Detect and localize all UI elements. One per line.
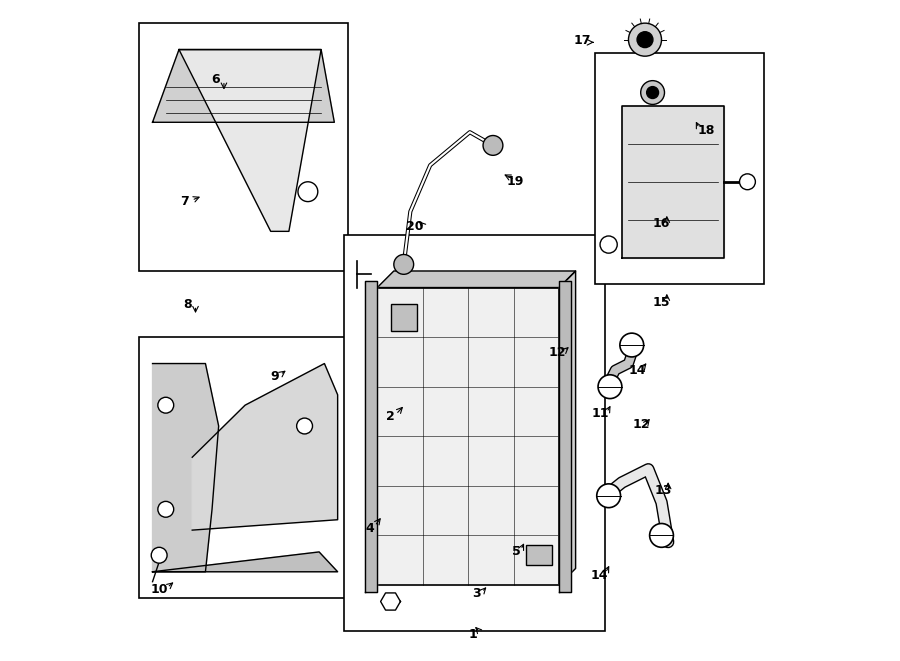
Circle shape bbox=[637, 32, 652, 48]
Text: 17: 17 bbox=[573, 34, 591, 48]
Polygon shape bbox=[377, 288, 559, 585]
Circle shape bbox=[740, 174, 755, 190]
Circle shape bbox=[151, 547, 167, 563]
Polygon shape bbox=[365, 281, 377, 592]
Polygon shape bbox=[193, 364, 338, 530]
Bar bbox=[596, 53, 764, 284]
Text: 14: 14 bbox=[628, 364, 646, 377]
Text: 14: 14 bbox=[590, 568, 608, 582]
Text: 20: 20 bbox=[406, 219, 424, 233]
Circle shape bbox=[394, 254, 414, 274]
Polygon shape bbox=[559, 281, 571, 592]
Text: 13: 13 bbox=[655, 484, 672, 497]
Circle shape bbox=[597, 484, 620, 508]
Text: 10: 10 bbox=[150, 583, 168, 596]
Circle shape bbox=[650, 524, 673, 547]
Text: 12: 12 bbox=[633, 418, 651, 431]
Polygon shape bbox=[153, 50, 334, 122]
Polygon shape bbox=[153, 364, 219, 572]
Polygon shape bbox=[153, 552, 338, 572]
Text: 16: 16 bbox=[652, 217, 670, 230]
Polygon shape bbox=[377, 271, 576, 288]
Bar bbox=[344, 235, 606, 631]
Circle shape bbox=[600, 236, 617, 253]
Circle shape bbox=[620, 333, 643, 357]
Text: 6: 6 bbox=[211, 73, 220, 86]
Circle shape bbox=[641, 81, 664, 104]
Text: 12: 12 bbox=[549, 346, 566, 359]
Text: 4: 4 bbox=[365, 522, 374, 535]
Text: 19: 19 bbox=[506, 175, 524, 188]
Text: 2: 2 bbox=[386, 410, 395, 423]
Circle shape bbox=[297, 418, 312, 434]
Circle shape bbox=[483, 136, 503, 155]
Polygon shape bbox=[381, 593, 400, 610]
Bar bbox=[391, 304, 417, 330]
Circle shape bbox=[158, 501, 174, 517]
Bar bbox=[140, 23, 347, 271]
Text: 1: 1 bbox=[469, 628, 478, 641]
Text: 8: 8 bbox=[184, 297, 192, 311]
Text: 7: 7 bbox=[180, 195, 189, 208]
Text: 15: 15 bbox=[652, 296, 670, 309]
Text: 11: 11 bbox=[592, 407, 609, 420]
Text: 5: 5 bbox=[512, 545, 520, 559]
Circle shape bbox=[158, 397, 174, 413]
Bar bbox=[526, 545, 553, 565]
Text: 18: 18 bbox=[698, 124, 716, 137]
Circle shape bbox=[628, 23, 662, 56]
Polygon shape bbox=[622, 106, 725, 258]
Polygon shape bbox=[179, 50, 321, 231]
Polygon shape bbox=[559, 271, 576, 585]
Circle shape bbox=[598, 375, 622, 399]
Bar bbox=[140, 337, 357, 598]
Text: 9: 9 bbox=[271, 370, 279, 383]
Circle shape bbox=[646, 87, 659, 98]
Text: 3: 3 bbox=[472, 587, 481, 600]
